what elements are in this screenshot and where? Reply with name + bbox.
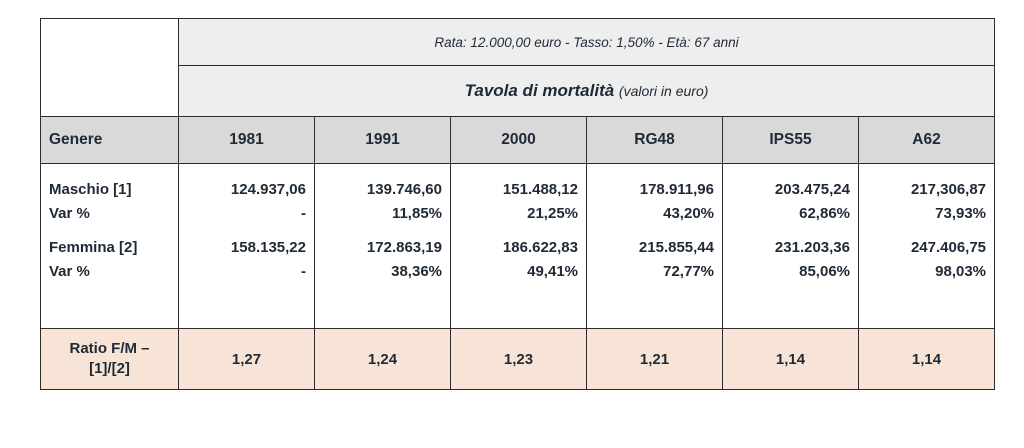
maschio-value: 151.488,12 <box>502 181 578 198</box>
femmina-var: - <box>301 263 306 280</box>
femmina-var: 85,06% <box>799 263 850 280</box>
femmina-value: 247.406,75 <box>910 239 987 256</box>
corner-cell <box>40 18 179 117</box>
table-subtitle: Rata: 12.000,00 euro - Tasso: 1,50% - Et… <box>177 18 996 66</box>
ratio-value: 1,23 <box>450 328 587 390</box>
label-var-m: Var % <box>49 205 90 222</box>
header-year: 2000 <box>450 116 587 164</box>
header-year: 1991 <box>314 116 451 164</box>
row-labels: Maschio [1] Var % Femmina [2] Var % <box>40 163 179 329</box>
ratio-label-line-2: [1]/[2] <box>89 360 130 377</box>
femmina-var: 98,03% <box>935 263 987 280</box>
femmina-var: 72,77% <box>663 263 714 280</box>
values-row: Maschio [1] Var % Femmina [2] Var % 124.… <box>40 163 996 329</box>
table-title: Tavola di mortalità (valori in euro) <box>177 65 996 117</box>
maschio-var: 73,93% <box>935 205 987 222</box>
maschio-value: 178.911,96 <box>639 181 714 198</box>
header-genere: Genere <box>40 116 179 164</box>
maschio-value: 139.746,60 <box>366 181 442 198</box>
femmina-value: 158.135,22 <box>230 239 306 256</box>
value-cell: 124.937,06 - 158.135,22 - <box>178 163 315 329</box>
value-cell: 217,306,87 73,93% 247.406,75 98,03% <box>857 163 996 329</box>
table-title-paren: (valori in euro) <box>618 83 709 99</box>
subtitle-row: Rata: 12.000,00 euro - Tasso: 1,50% - Et… <box>40 18 996 117</box>
ratio-row: Ratio F/M – [1]/[2] 1,27 1,24 1,23 1,21 … <box>40 328 996 390</box>
ratio-label: Ratio F/M – [1]/[2] <box>40 328 179 390</box>
header-year: IPS55 <box>722 116 859 164</box>
value-cell: 139.746,60 11,85% 172.863,19 38,36% <box>314 163 451 329</box>
femmina-value: 172.863,19 <box>366 239 442 256</box>
maschio-var: 11,85% <box>391 205 442 222</box>
maschio-var: 62,86% <box>799 205 850 222</box>
title-row: Tavola di mortalità (valori in euro) <box>41 65 996 117</box>
femmina-value: 215.855,44 <box>638 239 714 256</box>
maschio-value: 203.475,24 <box>774 181 850 198</box>
table-title-main: Tavola di mortalità <box>464 81 615 100</box>
ratio-label-line-1: Ratio F/M – <box>69 340 150 357</box>
femmina-value: 186.622,83 <box>502 239 578 256</box>
header-year: A62 <box>857 116 996 164</box>
mortality-table: Rata: 12.000,00 euro - Tasso: 1,50% - Et… <box>40 18 996 390</box>
value-cell: 151.488,12 21,25% 186.622,83 49,41% <box>450 163 587 329</box>
value-cell: 203.475,24 62,86% 231.203,36 85,06% <box>722 163 859 329</box>
label-var-f: Var % <box>49 263 90 280</box>
maschio-value: 124.937,06 <box>230 181 306 198</box>
femmina-var: 49,41% <box>527 263 578 280</box>
maschio-var: 21,25% <box>527 205 578 222</box>
femmina-var: 38,36% <box>391 263 442 280</box>
ratio-value: 1,21 <box>586 328 723 390</box>
ratio-value: 1,14 <box>857 328 996 390</box>
femmina-value: 231.203,36 <box>774 239 850 256</box>
ratio-value: 1,24 <box>314 328 451 390</box>
maschio-var: - <box>301 205 306 222</box>
maschio-value: 217,306,87 <box>910 181 987 198</box>
maschio-var: 43,20% <box>663 205 714 222</box>
value-cell: 178.911,96 43,20% 215.855,44 72,77% <box>586 163 723 329</box>
header-year: 1981 <box>178 116 315 164</box>
label-femmina: Femmina [2] <box>49 239 138 256</box>
ratio-value: 1,27 <box>178 328 315 390</box>
header-row: Genere 1981 1991 2000 RG48 IPS55 A62 <box>40 116 996 164</box>
ratio-value: 1,14 <box>722 328 859 390</box>
header-year: RG48 <box>586 116 723 164</box>
label-maschio: Maschio [1] <box>49 181 132 198</box>
